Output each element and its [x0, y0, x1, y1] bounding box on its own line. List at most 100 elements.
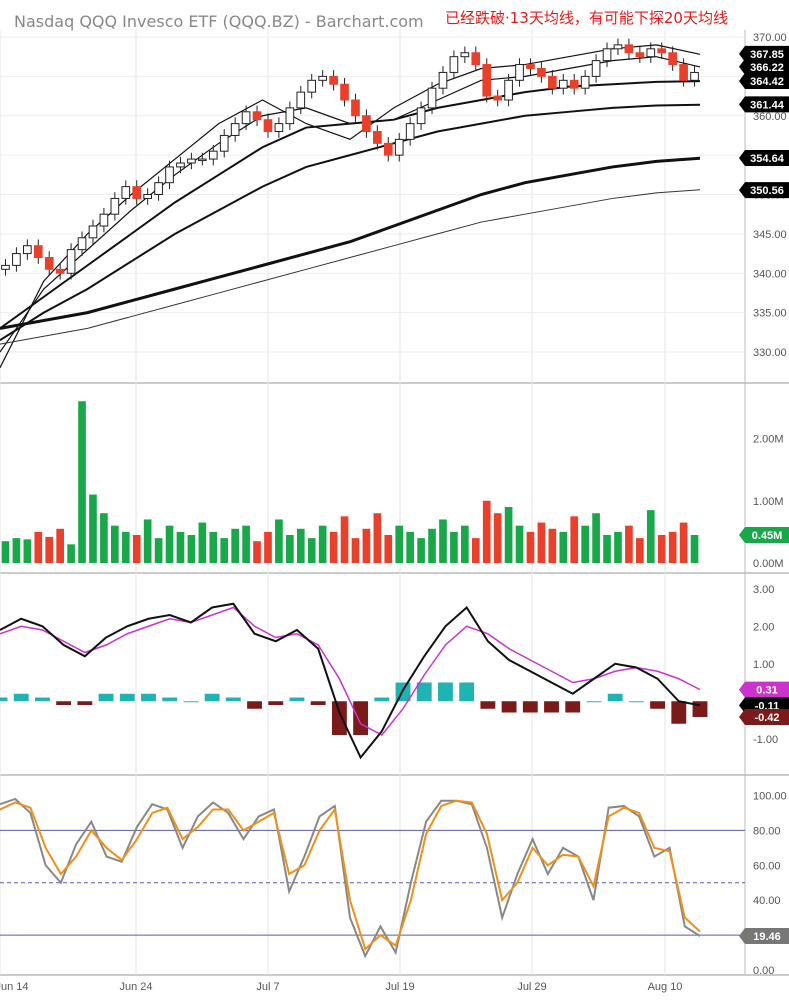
candle-body — [23, 245, 32, 255]
price-value-badge: 366.22 — [750, 62, 784, 74]
volume-bar — [67, 544, 75, 563]
candle-body — [526, 64, 535, 69]
y-tick-label: 100.00 — [753, 790, 787, 802]
volume-bar — [132, 535, 141, 563]
candle-body — [121, 186, 131, 199]
price-value-badge: 350.56 — [750, 185, 784, 197]
price-value-badge-bg — [739, 45, 789, 62]
volume-bar — [471, 538, 480, 563]
candle-body — [493, 95, 502, 101]
macd-histogram-bar — [98, 693, 114, 702]
price-value-badge-bg — [739, 182, 789, 199]
y-tick-label: 1.00M — [753, 496, 784, 508]
candle-body — [679, 64, 688, 81]
volume-bar — [439, 519, 447, 563]
volume-bar — [286, 535, 294, 563]
candle-body — [515, 64, 524, 81]
macd-histogram-bar — [671, 701, 687, 724]
macd-histogram-bar — [522, 701, 538, 713]
candle-body — [635, 52, 645, 58]
moving-average-line — [0, 44, 701, 369]
y-tick-label: 2.00M — [753, 434, 784, 446]
x-tick-label: Jul 29 — [517, 981, 546, 993]
macd-histogram-bar — [141, 693, 156, 702]
candle-body — [438, 71, 448, 89]
candle-body — [340, 83, 349, 101]
price-value-badge-bg — [739, 58, 789, 75]
macd-histogram-bar — [77, 701, 93, 705]
volume-bar — [154, 538, 163, 563]
y-tick-label: 335.00 — [753, 308, 787, 320]
macd-line — [0, 602, 701, 760]
volume-value-badge: 0.45M — [752, 530, 783, 542]
macd-histogram-bar — [459, 682, 475, 702]
macd-histogram-bar — [183, 701, 199, 703]
y-tick-label: 370.00 — [753, 32, 787, 44]
candle-body — [318, 75, 327, 81]
macd-histogram-bar — [268, 701, 284, 705]
candle-body — [548, 75, 557, 89]
candle-body — [504, 79, 513, 101]
macd-histogram-bar — [35, 697, 50, 702]
candle-body — [668, 52, 677, 66]
candle-body — [383, 142, 393, 156]
macd-histogram-bar — [310, 701, 326, 705]
macd-histogram-bar — [289, 697, 305, 702]
macd-histogram-bar — [480, 701, 496, 709]
candle-body — [602, 48, 612, 62]
y-tick-label: 40.00 — [753, 895, 781, 907]
candle-body — [263, 119, 273, 132]
volume-bar — [657, 535, 666, 563]
volume-bar — [384, 535, 393, 563]
candle-body — [33, 245, 43, 258]
volume-bar — [329, 531, 338, 563]
volume-bar — [111, 525, 119, 563]
candle-body — [296, 91, 306, 109]
volume-bar — [296, 528, 305, 563]
macd-histogram-bar — [501, 701, 517, 713]
candle-body — [176, 162, 185, 168]
macd-signal-badge: 0.31 — [756, 685, 777, 697]
macd-histogram-bar — [628, 701, 644, 703]
candle-body — [154, 182, 163, 195]
macd-histogram-bar — [56, 701, 72, 705]
x-tick-label: Jul 7 — [256, 981, 279, 993]
x-tick-label: Jul 19 — [385, 981, 414, 993]
macd-histogram-bar — [586, 701, 602, 703]
y-tick-label: 360.00 — [753, 111, 787, 123]
y-tick-label: 2.00 — [753, 621, 774, 633]
volume-bar — [12, 538, 21, 563]
volume-bar — [646, 510, 655, 563]
candle-body — [373, 131, 382, 144]
macd-signal-line — [0, 606, 701, 736]
macd-hist-badge-bg — [739, 709, 789, 725]
volume-bar — [559, 531, 568, 563]
volume-bar — [428, 528, 436, 563]
candle-body — [449, 56, 459, 73]
volume-bar — [143, 519, 152, 563]
volume-bar — [318, 525, 327, 563]
volume-bar — [45, 536, 54, 563]
macd-histogram-bar — [650, 701, 665, 709]
candle-body — [329, 75, 338, 85]
macd-signal-badge-bg — [739, 681, 789, 698]
moving-average-line — [0, 189, 701, 345]
macd-histogram-bar — [204, 693, 220, 702]
macd-histogram-bar — [565, 701, 581, 713]
volume-bar — [351, 538, 360, 563]
volume-bar — [209, 531, 218, 563]
y-tick-label: 1.00 — [753, 659, 774, 671]
volume-bar — [34, 531, 43, 563]
volume-bar — [614, 531, 622, 563]
volume-bar — [56, 528, 64, 563]
volume-bar — [625, 525, 633, 563]
macd-histogram-bar — [119, 693, 135, 702]
candle-body — [613, 44, 623, 50]
candle-body — [624, 44, 634, 54]
candle-body — [198, 158, 207, 162]
candle-body — [569, 79, 579, 89]
volume-bar — [461, 525, 469, 563]
volume-bar — [548, 528, 557, 563]
volume-bar — [373, 513, 382, 563]
macd-histogram-bar — [162, 697, 178, 702]
